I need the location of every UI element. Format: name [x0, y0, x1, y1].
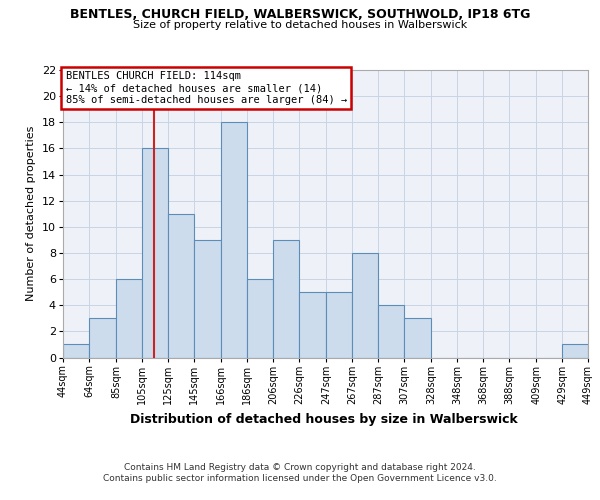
Bar [63, 344, 89, 358]
Y-axis label: Number of detached properties: Number of detached properties [26, 126, 36, 302]
Bar [247, 279, 273, 357]
Bar [326, 292, 352, 358]
Bar [142, 148, 168, 358]
Bar [168, 214, 194, 358]
Text: Contains HM Land Registry data © Crown copyright and database right 2024.: Contains HM Land Registry data © Crown c… [124, 462, 476, 471]
Bar [116, 279, 142, 357]
Bar [404, 318, 431, 358]
Text: Size of property relative to detached houses in Walberswick: Size of property relative to detached ho… [133, 20, 467, 30]
Bar [273, 240, 299, 358]
Bar [562, 344, 588, 358]
Bar [352, 253, 378, 358]
Text: Distribution of detached houses by size in Walberswick: Distribution of detached houses by size … [130, 412, 518, 426]
Bar [299, 292, 326, 358]
Bar [89, 318, 116, 358]
Bar [378, 305, 404, 358]
Text: Contains public sector information licensed under the Open Government Licence v3: Contains public sector information licen… [103, 474, 497, 483]
Text: BENTLES, CHURCH FIELD, WALBERSWICK, SOUTHWOLD, IP18 6TG: BENTLES, CHURCH FIELD, WALBERSWICK, SOUT… [70, 8, 530, 20]
Bar [194, 240, 221, 358]
Text: BENTLES CHURCH FIELD: 114sqm
← 14% of detached houses are smaller (14)
85% of se: BENTLES CHURCH FIELD: 114sqm ← 14% of de… [65, 72, 347, 104]
Bar [221, 122, 247, 358]
